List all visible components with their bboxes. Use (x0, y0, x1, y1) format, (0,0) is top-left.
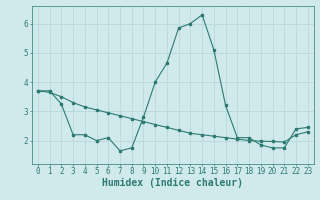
X-axis label: Humidex (Indice chaleur): Humidex (Indice chaleur) (102, 178, 243, 188)
